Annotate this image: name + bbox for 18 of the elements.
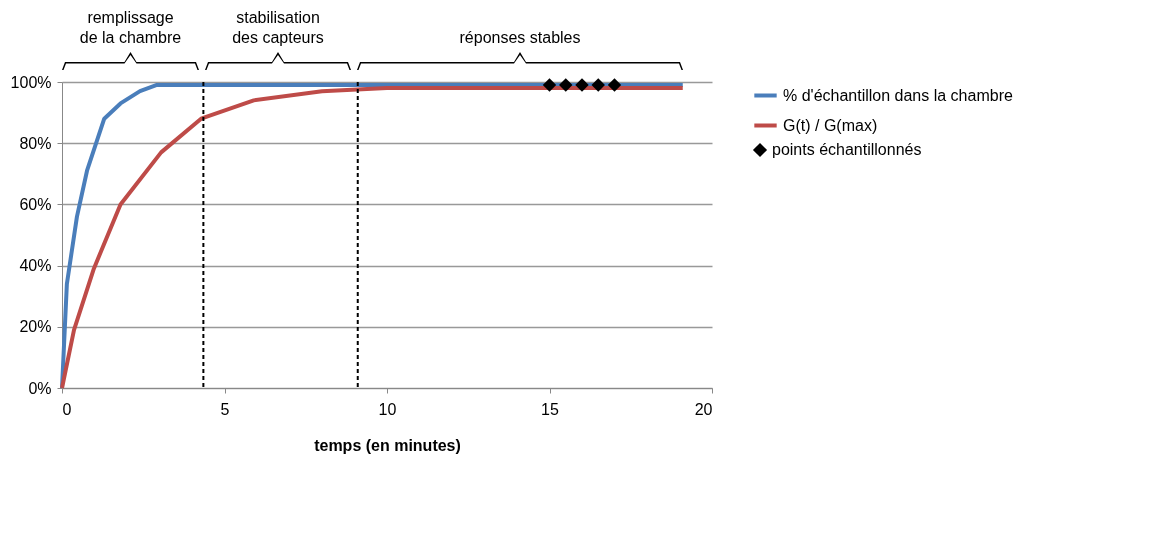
x-tick-label: 15	[541, 400, 559, 418]
text: stabilisation des capteurs	[232, 9, 324, 46]
legend-label: % d'échantillon dans la chambre	[783, 86, 1013, 104]
y-tick-label: 0%	[28, 379, 52, 397]
text: remplissage de la chambre	[79, 9, 182, 46]
y-tick-label: 80%	[19, 134, 52, 152]
y-tick-label: 20%	[19, 318, 52, 336]
text: réponses stables	[459, 29, 581, 46]
x-tick-label: 10	[378, 400, 397, 418]
y-tick-label: 60%	[19, 195, 52, 213]
x-tick-label: 20	[694, 400, 713, 418]
x-tick-label: 5	[220, 400, 230, 418]
y-tick-label: 100%	[10, 73, 52, 91]
legend-label: points échantillonnés	[772, 141, 922, 158]
y-tick-label: 40%	[19, 257, 52, 275]
x-tick-label: 0	[62, 400, 72, 418]
x-axis-title: temps (en minutes)	[314, 436, 461, 454]
legend-label: G(t) / G(max)	[783, 116, 878, 134]
